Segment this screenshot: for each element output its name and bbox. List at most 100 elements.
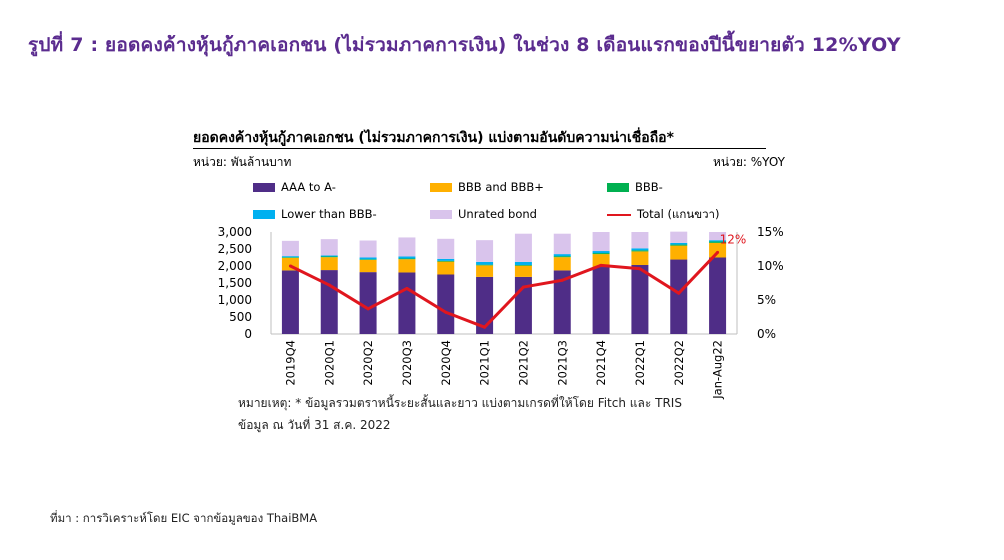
total-yoy-line: [289, 251, 719, 329]
bar-segment: [476, 240, 494, 262]
page-title: รูปที่ 7 : ยอดคงค้างหุ้นกู้ภาคเอกชน (ไม่…: [28, 34, 901, 56]
bar-segment: [592, 251, 610, 254]
bar-segment: [631, 264, 649, 334]
legend-line-total: [607, 213, 631, 216]
left-axis-unit: หน่วย: พันล้านบาท: [193, 155, 292, 169]
bar-segment: [398, 237, 416, 257]
x-tick-label: Jan-Aug22: [711, 340, 725, 400]
bar-segment: [359, 272, 377, 334]
y-right-tick-label: 10%: [757, 259, 784, 273]
total-yoy-point: [599, 263, 603, 267]
bar-segment: [709, 232, 727, 241]
bar-segment: [398, 258, 416, 260]
bar-segment: [281, 240, 299, 257]
bar-segment: [670, 259, 688, 334]
y-left-tick-label: 0: [244, 327, 252, 341]
total-yoy-point: [288, 264, 292, 268]
source-note: ที่มา : การวิเคราะห์โดย EIC จากข้อมูลของ…: [50, 511, 318, 525]
x-tick-label: 2021Q4: [594, 340, 608, 386]
y-right-tick-label: 5%: [757, 293, 776, 307]
bar-segment: [476, 264, 494, 266]
legend-item-bbb-plus: BBB and BBB+: [430, 179, 544, 195]
bar-segment: [359, 259, 377, 260]
bar-segment: [359, 240, 377, 258]
legend-swatch-unrated: [430, 210, 452, 219]
bar-segment: [320, 270, 338, 334]
total-yoy-point: [444, 310, 448, 314]
x-tick-label: 2022Q1: [633, 340, 647, 386]
total-yoy-point: [716, 250, 720, 254]
bar-segment: [631, 232, 649, 249]
bar-segment: [670, 244, 688, 246]
legend-swatch-bbb-minus: [607, 183, 629, 192]
chart-title: ยอดคงค้างหุ้นกู้ภาคเอกชน (ไม่รวมภาคการเง…: [193, 130, 674, 146]
bar-segment: [514, 276, 532, 334]
legend-item-aaa: AAA to A-: [253, 179, 336, 195]
bar-segment: [553, 270, 571, 334]
bar-segment: [281, 270, 299, 334]
data-date-note: ข้อมูล ณ วันที่ 31 ส.ค. 2022: [238, 418, 391, 432]
bar-segment: [592, 254, 610, 268]
x-tick-label: 2021Q3: [555, 340, 569, 386]
legend-item-total: Total (แกนขวา): [607, 206, 720, 222]
bar-segment: [631, 250, 649, 252]
x-tick-label: 2020Q3: [400, 340, 414, 386]
total-yoy-point: [405, 286, 409, 290]
legend-label-lower-bbb: Lower than BBB-: [281, 207, 377, 221]
right-axis-unit: หน่วย: %YOY: [713, 155, 785, 169]
bar-segment: [670, 242, 688, 245]
y-left-tick-label: 1,000: [218, 293, 252, 307]
x-tick-label: 2022Q2: [672, 340, 686, 386]
legend-label-unrated: Unrated bond: [458, 207, 537, 221]
y-left-tick-label: 2,000: [218, 259, 252, 273]
y-right-tick-label: 0%: [757, 327, 776, 341]
legend-label-total: Total (แกนขวา): [637, 207, 720, 221]
bar-segment: [281, 256, 299, 258]
bar-segment: [398, 259, 416, 273]
bar-segment: [320, 257, 338, 271]
bar-segment: [281, 257, 299, 271]
bar-segment: [553, 257, 571, 271]
y-left-tick-label: 2,500: [218, 242, 252, 256]
legend-label-bbb-plus: BBB and BBB+: [458, 180, 544, 194]
total-yoy-point: [327, 283, 331, 287]
x-tick-label: 2020Q4: [439, 340, 453, 386]
bar-segment: [320, 239, 338, 256]
bar-segment: [709, 257, 727, 334]
bar-segment: [437, 274, 455, 334]
y-left-tick-label: 3,000: [218, 225, 252, 239]
bar-segment: [476, 276, 494, 334]
bar-segment: [553, 254, 571, 257]
bar-segment: [281, 257, 299, 258]
total-yoy-point: [521, 285, 525, 289]
y-left-tick-label: 500: [229, 310, 252, 324]
bar-segment: [553, 233, 571, 255]
bar-segment: [359, 259, 377, 273]
bar-segment: [437, 261, 455, 275]
bar-segment: [398, 272, 416, 334]
bar-segment: [320, 256, 338, 258]
x-tick-label: 2021Q1: [478, 340, 492, 386]
x-tick-label: 2020Q2: [361, 340, 375, 386]
bar-segment: [476, 265, 494, 277]
y-left-tick-label: 1,500: [218, 276, 252, 290]
legend-label-bbb-minus: BBB-: [635, 180, 663, 194]
legend-item-lower-bbb: Lower than BBB-: [253, 206, 377, 222]
bar-segment: [437, 238, 455, 259]
bar-segment: [592, 232, 610, 252]
bar-segment: [437, 260, 455, 262]
bar-segment: [670, 245, 688, 260]
bar-segment: [476, 261, 494, 265]
bar-segment: [514, 233, 532, 262]
title-divider: [193, 148, 766, 149]
bar-segment: [592, 267, 610, 334]
legend-item-bbb-minus: BBB-: [607, 179, 663, 195]
bar-segment: [359, 257, 377, 260]
bar-segment: [514, 261, 532, 265]
legend-item-unrated: Unrated bond: [430, 206, 537, 222]
x-tick-label: 2019Q4: [283, 340, 297, 386]
bar-segment: [320, 255, 338, 257]
bar-segment: [709, 241, 727, 243]
total-yoy-point: [560, 278, 564, 282]
legend-label-aaa: AAA to A-: [281, 180, 336, 194]
